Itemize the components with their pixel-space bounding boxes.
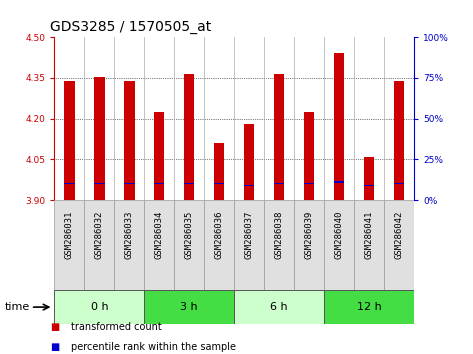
Bar <box>274 183 284 184</box>
Bar <box>334 182 344 183</box>
Text: percentile rank within the sample: percentile rank within the sample <box>71 342 236 352</box>
Bar <box>384 200 414 290</box>
Bar <box>114 200 144 290</box>
Bar <box>234 200 264 290</box>
Bar <box>184 183 194 184</box>
Text: 12 h: 12 h <box>357 302 381 312</box>
Bar <box>364 185 374 186</box>
Bar <box>64 183 75 184</box>
Text: GSM286042: GSM286042 <box>394 211 403 259</box>
Bar <box>294 200 324 290</box>
Bar <box>324 290 414 324</box>
Text: GSM286041: GSM286041 <box>364 211 374 259</box>
Text: GSM286034: GSM286034 <box>155 211 164 259</box>
Text: 6 h: 6 h <box>270 302 288 312</box>
Bar <box>144 200 174 290</box>
Text: GSM286032: GSM286032 <box>95 211 104 259</box>
Text: 3 h: 3 h <box>180 302 198 312</box>
Text: GSM286037: GSM286037 <box>245 211 254 259</box>
Text: transformed count: transformed count <box>71 322 162 332</box>
Bar <box>244 124 254 200</box>
Text: ■: ■ <box>50 322 59 332</box>
Bar <box>324 200 354 290</box>
Bar <box>244 185 254 186</box>
Bar <box>124 81 134 200</box>
Bar <box>274 74 284 200</box>
Bar <box>54 200 84 290</box>
Bar <box>394 81 404 200</box>
Bar <box>154 112 165 200</box>
Text: 0 h: 0 h <box>90 302 108 312</box>
Text: GSM286036: GSM286036 <box>215 211 224 259</box>
Bar <box>234 290 324 324</box>
Bar <box>184 74 194 200</box>
Bar <box>334 53 344 200</box>
Bar <box>94 76 105 200</box>
Text: GDS3285 / 1570505_at: GDS3285 / 1570505_at <box>50 19 211 34</box>
Bar <box>394 183 404 184</box>
Bar <box>204 200 234 290</box>
Bar <box>144 290 234 324</box>
Bar <box>354 200 384 290</box>
Bar <box>124 183 134 184</box>
Bar <box>174 200 204 290</box>
Bar <box>214 143 224 200</box>
Bar <box>154 183 165 184</box>
Bar <box>54 290 144 324</box>
Bar <box>64 81 75 200</box>
Text: GSM286039: GSM286039 <box>305 211 314 259</box>
Text: time: time <box>5 302 30 312</box>
Bar <box>304 112 314 200</box>
Text: GSM286031: GSM286031 <box>65 211 74 259</box>
Text: GSM286040: GSM286040 <box>334 211 343 259</box>
Bar <box>94 183 105 184</box>
Bar <box>364 156 374 200</box>
Bar <box>264 200 294 290</box>
Text: GSM286033: GSM286033 <box>125 211 134 259</box>
Text: GSM286035: GSM286035 <box>184 211 194 259</box>
Bar <box>304 183 314 184</box>
Bar <box>84 200 114 290</box>
Text: ■: ■ <box>50 342 59 352</box>
Bar <box>214 183 224 184</box>
Text: GSM286038: GSM286038 <box>274 211 284 259</box>
